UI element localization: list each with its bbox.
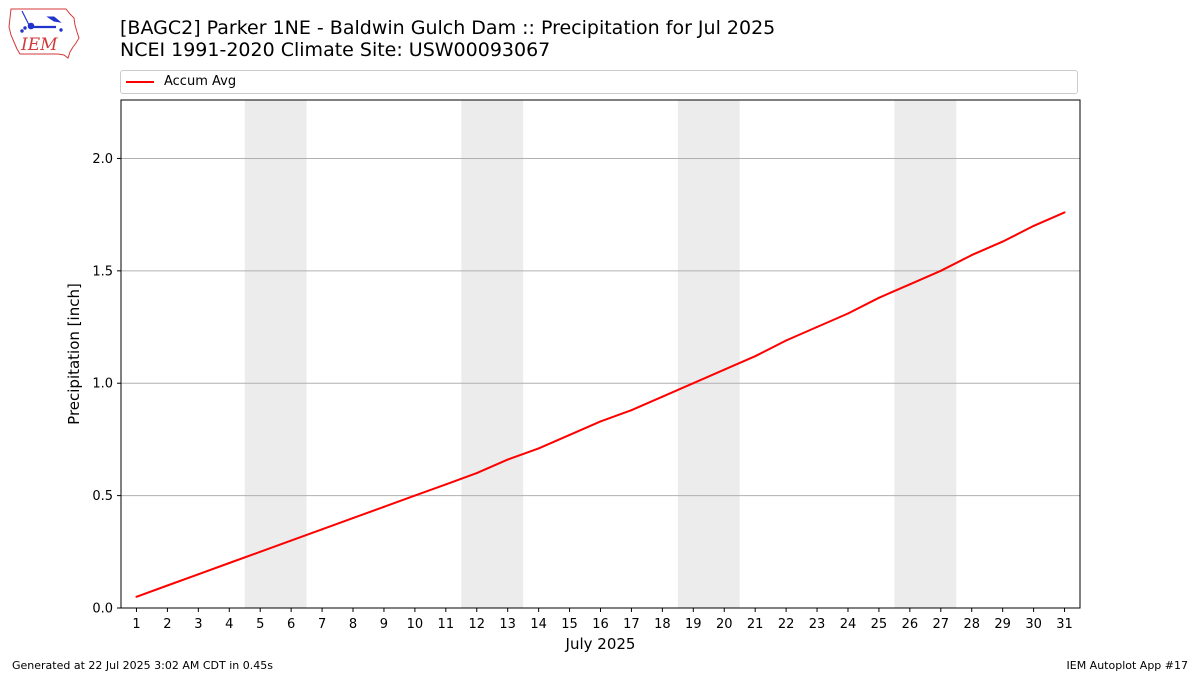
x-tick-label: 26 xyxy=(902,617,919,632)
data-point xyxy=(352,517,355,520)
data-point xyxy=(754,355,757,358)
chart-subtitle: NCEI 1991-2020 Climate Site: USW00093067 xyxy=(120,39,551,61)
app-credit: IEM Autoplot App #17 xyxy=(1066,659,1189,672)
x-tick-label: 14 xyxy=(530,617,547,632)
data-point xyxy=(197,573,200,576)
data-point xyxy=(506,458,509,461)
data-point xyxy=(290,539,293,542)
gridlines xyxy=(121,157,1080,497)
x-tick-label: 5 xyxy=(256,617,264,632)
legend-label-accum-avg: Accum Avg xyxy=(164,74,237,89)
x-tick-label: 30 xyxy=(1025,617,1042,632)
data-point xyxy=(970,254,973,257)
data-point xyxy=(877,296,880,299)
weekend-band-3 xyxy=(677,100,740,608)
data-point xyxy=(816,326,819,329)
data-point xyxy=(568,433,571,436)
x-tick-label: 17 xyxy=(623,617,640,632)
legend: Accum Avg xyxy=(120,70,1078,94)
x-tick-label: 12 xyxy=(468,617,485,632)
data-point xyxy=(259,550,262,553)
x-tick-label: 22 xyxy=(778,617,795,632)
data-point xyxy=(599,420,602,423)
y-tick-label: 2.0 xyxy=(92,152,113,167)
y-axis-ticks: 0.0 0.5 1.0 1.5 2.0 xyxy=(92,152,121,617)
weather-station-icon xyxy=(20,10,63,33)
x-tick-label: 9 xyxy=(380,617,388,632)
weekend-band-1 xyxy=(244,100,307,608)
data-point xyxy=(723,368,726,371)
y-tick-label: 0.5 xyxy=(92,489,113,504)
x-tick-label: 28 xyxy=(963,617,980,632)
x-tick-label: 15 xyxy=(561,617,578,632)
x-tick-label: 21 xyxy=(747,617,764,632)
x-tick-label: 31 xyxy=(1056,617,1073,632)
data-point xyxy=(444,483,447,486)
x-tick-label: 6 xyxy=(287,617,295,632)
y-tick-label: 1.5 xyxy=(92,264,113,279)
data-point xyxy=(166,584,169,587)
weekend-band-4 xyxy=(894,100,957,608)
x-tick-label: 29 xyxy=(994,617,1011,632)
data-point xyxy=(1001,240,1004,243)
series-layer xyxy=(135,211,1066,598)
y-axis-label: Precipitation [inch] xyxy=(65,283,83,425)
data-point xyxy=(321,528,324,531)
data-point xyxy=(939,269,942,272)
data-point xyxy=(908,283,911,286)
data-point xyxy=(228,562,231,565)
y-tick-label: 0.0 xyxy=(92,602,113,617)
y-tick-label: 1.0 xyxy=(92,377,113,392)
legend-swatch-accum-avg xyxy=(126,81,154,83)
data-point xyxy=(1032,224,1035,227)
x-tick-label: 19 xyxy=(685,617,702,632)
iowa-state-outline xyxy=(8,8,80,59)
x-tick-label: 16 xyxy=(592,617,609,632)
data-point xyxy=(475,472,478,475)
x-tick-label: 20 xyxy=(716,617,733,632)
data-point xyxy=(846,312,849,315)
data-point xyxy=(1063,211,1066,214)
x-tick-label: 4 xyxy=(225,617,233,632)
generated-timestamp: Generated at 22 Jul 2025 3:02 AM CDT in … xyxy=(12,659,273,672)
x-tick-label: 25 xyxy=(871,617,888,632)
x-tick-label: 3 xyxy=(194,617,202,632)
chart-title: [BAGC2] Parker 1NE - Baldwin Gulch Dam :… xyxy=(120,17,776,39)
x-axis-label: July 2025 xyxy=(565,635,636,653)
logo-text: IEM xyxy=(20,35,58,55)
iem-logo: IEM xyxy=(8,8,80,59)
data-point xyxy=(537,447,540,450)
x-tick-label: 11 xyxy=(438,617,455,632)
x-tick-label: 23 xyxy=(809,617,826,632)
x-tick-label: 13 xyxy=(499,617,516,632)
data-point xyxy=(382,505,385,508)
x-tick-label: 8 xyxy=(349,617,357,632)
x-tick-label: 24 xyxy=(840,617,857,632)
x-tick-label: 2 xyxy=(163,617,171,632)
x-tick-label: 7 xyxy=(318,617,326,632)
data-point xyxy=(135,595,138,598)
x-tick-label: 1 xyxy=(132,617,140,632)
data-point xyxy=(692,382,695,385)
x-tick-label: 10 xyxy=(407,617,424,632)
x-tick-label: 27 xyxy=(933,617,950,632)
x-axis-ticks: 1 2 3 4 5 6 7 8 9 10 11 12 13 14 15 16 17 18 19 20 21 22 23 24 2… xyxy=(132,608,1073,632)
data-point xyxy=(630,409,633,412)
weekend-band-2 xyxy=(461,100,524,608)
data-point xyxy=(785,339,788,342)
x-tick-label: 18 xyxy=(654,617,671,632)
weekend-shading xyxy=(244,100,957,608)
data-point xyxy=(413,494,416,497)
data-point xyxy=(661,395,664,398)
